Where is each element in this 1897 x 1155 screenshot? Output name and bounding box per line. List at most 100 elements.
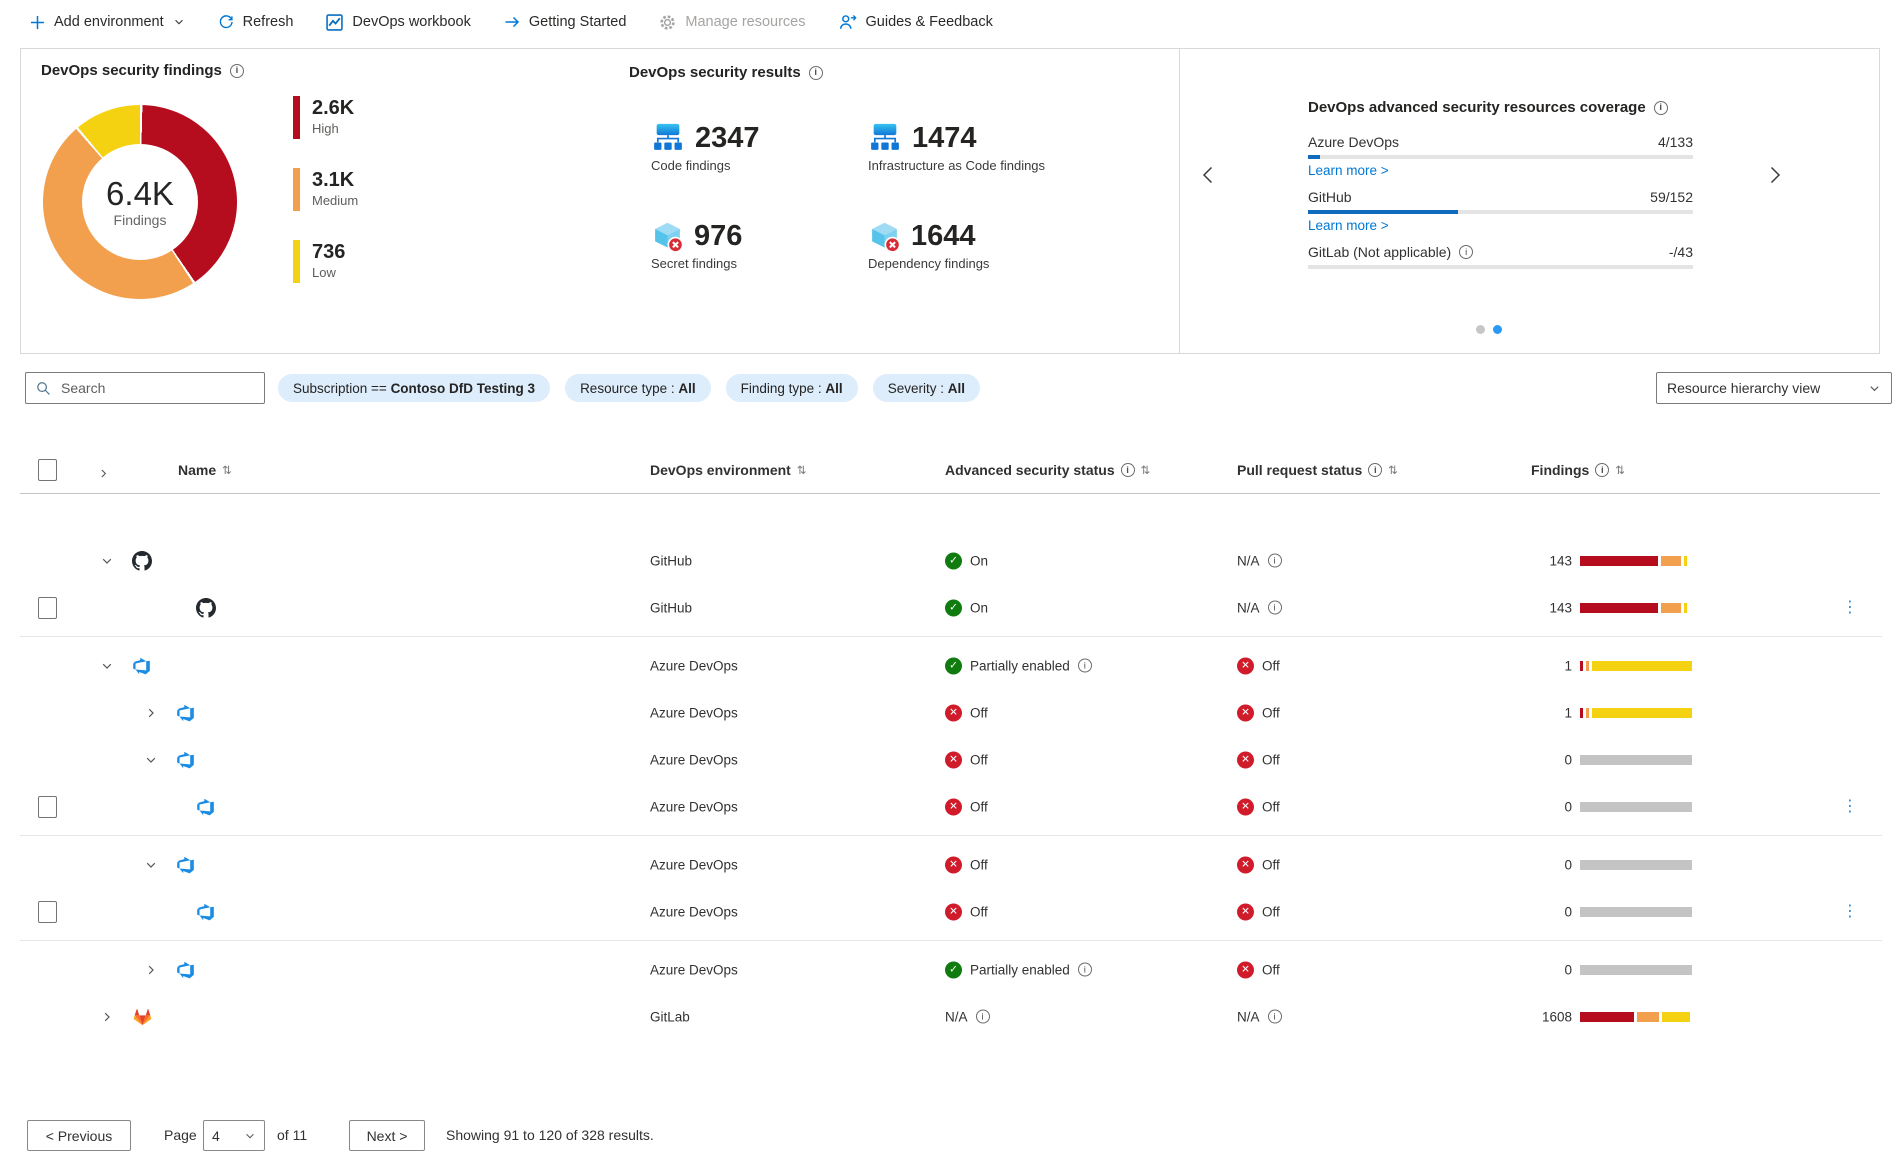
- expand-chevron-icon[interactable]: [100, 1010, 114, 1024]
- info-icon[interactable]: i: [1653, 100, 1668, 115]
- filter-pill-4[interactable]: Severity : All: [872, 374, 980, 402]
- expand-chevron-icon[interactable]: [144, 963, 158, 977]
- metric-infrastructure-as-code-findings[interactable]: 1474 Infrastructure as Code findings: [868, 121, 1171, 220]
- page-select[interactable]: 4: [203, 1120, 265, 1151]
- metric-code-findings[interactable]: 2347 Code findings: [651, 121, 868, 220]
- row-actions-ellipsis[interactable]: ⋮: [1842, 598, 1858, 616]
- legend-label: High: [312, 121, 339, 136]
- results-card-title: DevOps security results i: [629, 64, 823, 81]
- filter-pill-3[interactable]: Finding type : All: [725, 374, 858, 402]
- column-header-advanced-security-status[interactable]: Advanced security status i ⇅: [945, 462, 1151, 478]
- expand-all-chevron-icon[interactable]: [97, 467, 110, 480]
- column-header-pull-request-status[interactable]: Pull request status i ⇅: [1237, 462, 1398, 478]
- legend-item-medium: 3.1K Medium: [293, 168, 358, 211]
- table-row[interactable]: Azure DevOps ✓ Partially enabled i ✕ Off 0: [20, 946, 1882, 993]
- table-row[interactable]: GitHub ✓ On N/A i 143: [20, 537, 1882, 584]
- x-circle-icon: ✕: [1237, 961, 1254, 978]
- search-box[interactable]: [25, 372, 265, 404]
- legend-label: Low: [312, 265, 336, 280]
- x-circle-icon: ✕: [1237, 704, 1254, 721]
- view-selector-label: Resource hierarchy view: [1667, 380, 1821, 396]
- info-icon[interactable]: i: [1267, 600, 1282, 615]
- findings-count: 1: [1564, 705, 1572, 720]
- advanced-security-status-cell: ✕ Off: [945, 751, 988, 768]
- devops-environment-cell: Azure DevOps: [650, 752, 738, 767]
- add-environment-button[interactable]: Add environment: [30, 14, 185, 30]
- findings-title-text: DevOps security findings: [41, 62, 222, 79]
- row-actions-ellipsis[interactable]: ⋮: [1842, 797, 1858, 815]
- coverage-count: 4/133: [1657, 134, 1693, 150]
- x-circle-icon: ✕: [1237, 856, 1254, 873]
- table-row[interactable]: GitHub ✓ On N/A i 143 ⋮: [20, 584, 1882, 631]
- table-row[interactable]: GitLab N/A i N/A i 1608: [20, 993, 1882, 1040]
- info-icon[interactable]: i: [1267, 1009, 1282, 1024]
- findings-count: 0: [1564, 904, 1572, 919]
- collapse-chevron-icon[interactable]: [144, 753, 158, 767]
- status-label: On: [970, 600, 989, 615]
- info-icon[interactable]: i: [1595, 463, 1610, 477]
- filter-pill-2[interactable]: Resource type : All: [565, 374, 711, 402]
- collapse-chevron-icon[interactable]: [100, 659, 114, 673]
- row-actions-ellipsis[interactable]: ⋮: [1842, 902, 1858, 920]
- expand-chevron-icon[interactable]: [144, 706, 158, 720]
- info-icon[interactable]: i: [1459, 245, 1474, 259]
- row-checkbox[interactable]: [38, 596, 57, 619]
- status-label: N/A: [1237, 600, 1260, 615]
- findings-count: 0: [1564, 799, 1572, 814]
- coverage-row-gitlab-not-applicable-: GitLab (Not applicable) i -/43: [1308, 242, 1693, 269]
- table-row[interactable]: Azure DevOps ✕ Off ✕ Off 1: [20, 689, 1882, 736]
- devops-environment-cell: Azure DevOps: [650, 705, 738, 720]
- coverage-card: DevOps advanced security resources cover…: [1308, 99, 1693, 277]
- table-row[interactable]: Azure DevOps ✕ Off ✕ Off 0 ⋮: [20, 783, 1882, 830]
- findings-donut-chart[interactable]: 6.4K Findings: [43, 105, 237, 299]
- table-row[interactable]: Azure DevOps ✕ Off ✕ Off 0: [20, 736, 1882, 783]
- carousel-next-button[interactable]: [1763, 164, 1785, 186]
- collapse-chevron-icon[interactable]: [144, 858, 158, 872]
- pull-request-status-cell: N/A i: [1237, 600, 1282, 615]
- info-icon[interactable]: i: [1368, 463, 1383, 477]
- info-icon[interactable]: i: [808, 65, 823, 80]
- carousel-dot-1[interactable]: [1476, 325, 1485, 334]
- group-divider: [20, 940, 1882, 941]
- table-row[interactable]: Azure DevOps ✓ Partially enabled i ✕ Off 1: [20, 642, 1882, 689]
- column-header-findings[interactable]: Findings i ⇅: [1531, 462, 1625, 478]
- table-row[interactable]: Azure DevOps ✕ Off ✕ Off 0: [20, 841, 1882, 888]
- learn-more-link[interactable]: Learn more >: [1308, 218, 1389, 233]
- info-icon[interactable]: i: [1120, 463, 1135, 477]
- search-input[interactable]: [59, 379, 239, 397]
- results-metrics: 2347 Code findings 1474 Infrastructure as C…: [651, 121, 1171, 319]
- select-all-checkbox[interactable]: [38, 459, 57, 481]
- carousel-dot-2[interactable]: [1493, 325, 1502, 334]
- info-icon[interactable]: i: [1077, 962, 1092, 977]
- column-header-name[interactable]: Name ⇅: [178, 462, 232, 478]
- column-header-devops-environment[interactable]: DevOps environment ⇅: [650, 462, 807, 478]
- previous-page-button[interactable]: < Previous: [27, 1120, 131, 1151]
- info-icon[interactable]: i: [1267, 553, 1282, 568]
- next-page-button[interactable]: Next >: [349, 1120, 425, 1151]
- gear-icon: [659, 14, 676, 31]
- collapse-chevron-icon[interactable]: [100, 554, 114, 568]
- carousel-prev-button[interactable]: [1198, 164, 1220, 186]
- info-icon[interactable]: i: [975, 1009, 990, 1024]
- info-icon[interactable]: i: [1077, 658, 1092, 673]
- advanced-security-status-cell: N/A i: [945, 1009, 990, 1024]
- metric-dependency-findings[interactable]: 1644 Dependency findings: [868, 220, 1171, 319]
- header-divider: [20, 493, 1880, 494]
- getting-started-button[interactable]: Getting Started: [504, 14, 626, 30]
- findings-count: 0: [1564, 962, 1572, 977]
- learn-more-link[interactable]: Learn more >: [1308, 163, 1389, 178]
- row-checkbox[interactable]: [38, 900, 57, 923]
- metric-secret-findings[interactable]: 976 Secret findings: [651, 220, 868, 319]
- check-circle-icon: ✓: [945, 657, 962, 674]
- table-row[interactable]: Azure DevOps ✕ Off ✕ Off 0 ⋮: [20, 888, 1882, 935]
- manage-resources-button[interactable]: Manage resources: [659, 14, 806, 31]
- devops-workbook-button[interactable]: DevOps workbook: [326, 13, 471, 31]
- filter-pill-1[interactable]: Subscription == Contoso DfD Testing 3: [278, 374, 551, 402]
- info-icon[interactable]: i: [229, 63, 244, 78]
- row-checkbox[interactable]: [38, 795, 57, 818]
- refresh-button[interactable]: Refresh: [218, 14, 293, 30]
- view-selector[interactable]: Resource hierarchy view: [1656, 372, 1892, 404]
- status-label: Off: [970, 752, 988, 767]
- guides-feedback-button[interactable]: Guides & Feedback: [839, 13, 993, 31]
- x-circle-icon: ✕: [1237, 903, 1254, 920]
